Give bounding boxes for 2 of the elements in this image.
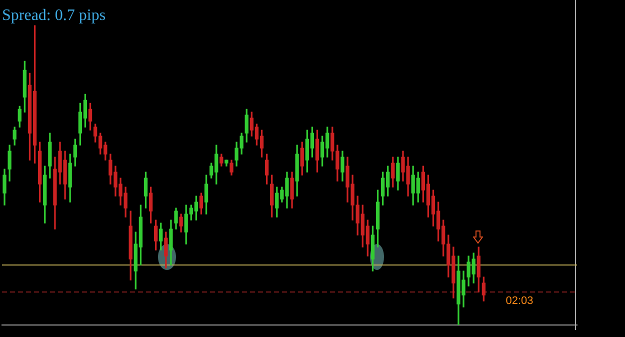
chart-title: Spread: 0.7 pips [2, 6, 106, 24]
annotation: 02:03 [506, 295, 534, 308]
